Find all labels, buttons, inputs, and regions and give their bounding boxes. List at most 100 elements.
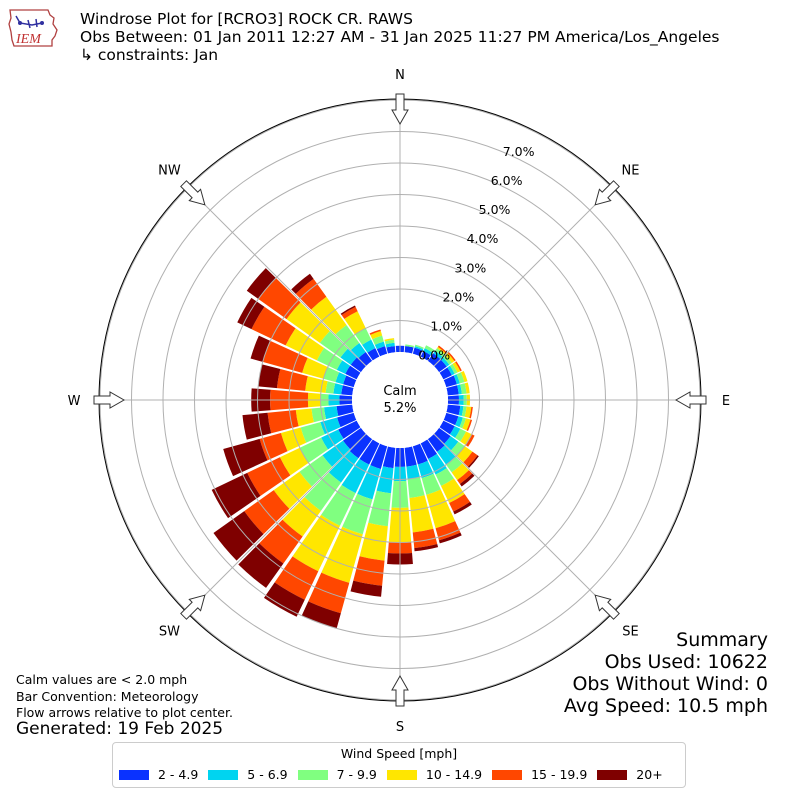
wind-bar-segment <box>382 446 396 469</box>
wind-bar-segment <box>453 501 472 515</box>
wind-bar-segment <box>280 427 307 452</box>
direction-labels: N NE E SE S SW W NW <box>68 68 731 735</box>
wind-bar-segment <box>291 273 314 294</box>
wind-bar-segment <box>258 364 281 389</box>
legend-item: 7 - 9.9 <box>297 767 377 782</box>
wind-bar-segment <box>443 355 452 365</box>
wind-bar-segment <box>372 335 384 345</box>
wind-bar-segment <box>446 404 461 416</box>
wind-bar-segment <box>446 456 463 473</box>
wind-bar-segment <box>336 404 354 416</box>
calm-definition: Calm values are < 2.0 mph <box>16 672 188 687</box>
wind-bar-segment <box>328 451 359 483</box>
wind-bar-segment <box>242 412 272 440</box>
wind-bar-segment <box>463 451 478 467</box>
radial-tick-label: 7.0% <box>503 144 535 159</box>
legend-swatch <box>297 769 328 780</box>
radial-tick-label: 2.0% <box>442 289 474 304</box>
legend-label: 7 - 9.9 <box>336 767 377 782</box>
legend-item: 2 - 4.9 <box>119 767 198 782</box>
wind-bar-segment <box>452 362 461 373</box>
wind-bar-segment <box>374 341 386 350</box>
wind-bar-segment <box>460 383 467 395</box>
summary-obs-without-wind: Obs Without Wind: 0 <box>572 673 768 695</box>
wind-bar-segment <box>357 465 381 500</box>
wind-bar-segment <box>286 302 330 343</box>
flow-arrow-icon <box>594 180 620 206</box>
wind-bar-segment <box>321 429 344 450</box>
wind-bar-segment <box>426 489 456 529</box>
grid-spoke <box>433 186 614 367</box>
radial-tick-labels: 0.0% 1.0% 2.0% 3.0% 4.0% 5.0% 6.0% 7.0% <box>418 144 534 363</box>
wind-bar-segment <box>340 348 357 365</box>
wind-bar-segment <box>460 370 468 383</box>
wind-bar-segment <box>344 311 366 335</box>
legend-label: 5 - 6.9 <box>247 767 288 782</box>
wind-bar-segment <box>412 528 438 549</box>
wind-bar-segment <box>466 419 473 432</box>
wind-bar-segment <box>437 346 446 355</box>
legend-item: 5 - 6.9 <box>208 767 288 782</box>
wind-bar-segment <box>350 342 366 358</box>
wind-bar-segment <box>325 381 336 394</box>
calm-label: Calm <box>383 384 416 399</box>
flow-arrows <box>93 93 707 707</box>
direction-label: N <box>395 68 405 83</box>
wind-bar-segment <box>455 428 467 442</box>
wind-bar-segment <box>273 471 312 509</box>
legend-label: 2 - 4.9 <box>158 767 199 782</box>
wind-bar-segment <box>462 418 471 431</box>
wind-bar-segment <box>299 437 328 463</box>
radial-tick-label: 0.0% <box>418 348 450 363</box>
wind-bar-segment <box>445 353 455 363</box>
wind-bar-segment <box>213 511 264 561</box>
wind-bar-segment <box>250 335 271 362</box>
wind-bar-segment <box>420 350 431 361</box>
legend-swatch <box>386 769 417 780</box>
wind-bar-segment <box>322 440 351 467</box>
wind-bar-segment <box>223 438 268 477</box>
wind-bar-segment <box>457 384 462 395</box>
wind-bar-segment <box>423 348 433 356</box>
wind-bar-segment <box>376 346 388 357</box>
wind-bar-segment <box>237 297 265 330</box>
wind-bar-segment <box>453 374 460 385</box>
wind-bar-segment <box>385 342 395 348</box>
wind-bar-segment <box>428 453 447 475</box>
flow-arrow-icon <box>391 674 409 707</box>
wind-bar-segment <box>338 420 361 439</box>
wind-bar-segment <box>414 544 439 552</box>
wind-bar-segment <box>324 406 339 420</box>
wind-bar-segment <box>435 468 454 486</box>
wind-bar-segment <box>437 445 456 465</box>
wind-bar-segment <box>263 582 305 617</box>
wind-bar-segment <box>362 339 376 353</box>
wind-bar-segment <box>434 427 451 444</box>
wind-bar-segment <box>464 406 472 418</box>
wind-bar-segment <box>276 369 308 391</box>
wind-bar-segment <box>345 365 361 380</box>
constraints: ↳ constraints: Jan <box>80 46 219 64</box>
flow-arrows-note: Flow arrows relative to plot center. <box>16 705 233 720</box>
wind-bar-segment <box>311 407 327 423</box>
wind-bar-segment <box>316 347 343 370</box>
flow-arrow-icon <box>93 391 126 409</box>
wind-bar-segment <box>438 532 462 544</box>
legend-swatch <box>208 769 239 780</box>
wind-bar-segment <box>333 383 343 395</box>
wind-bar-segment <box>409 495 434 533</box>
wind-bar-segment <box>341 306 358 319</box>
wind-bar-segment <box>349 434 373 459</box>
summary-obs-used: Obs Used: 10622 <box>604 651 768 673</box>
wind-bar-segment <box>435 521 461 541</box>
wind-bar-segment <box>238 543 284 588</box>
wind-bar-segment <box>370 443 388 470</box>
wind-bar-segment <box>319 331 348 358</box>
wind-bar-segment <box>414 344 424 350</box>
wind-bar-segment <box>457 470 473 484</box>
wind-bar-segment <box>342 427 366 450</box>
wind-bar-segment <box>449 363 458 374</box>
wind-bar-segment <box>386 345 396 354</box>
wind-bar-segment <box>376 466 394 494</box>
legend-items: 2 - 4.9 5 - 6.9 7 - 9.9 10 - 14.9 15 - 19.9 2… <box>119 767 673 782</box>
